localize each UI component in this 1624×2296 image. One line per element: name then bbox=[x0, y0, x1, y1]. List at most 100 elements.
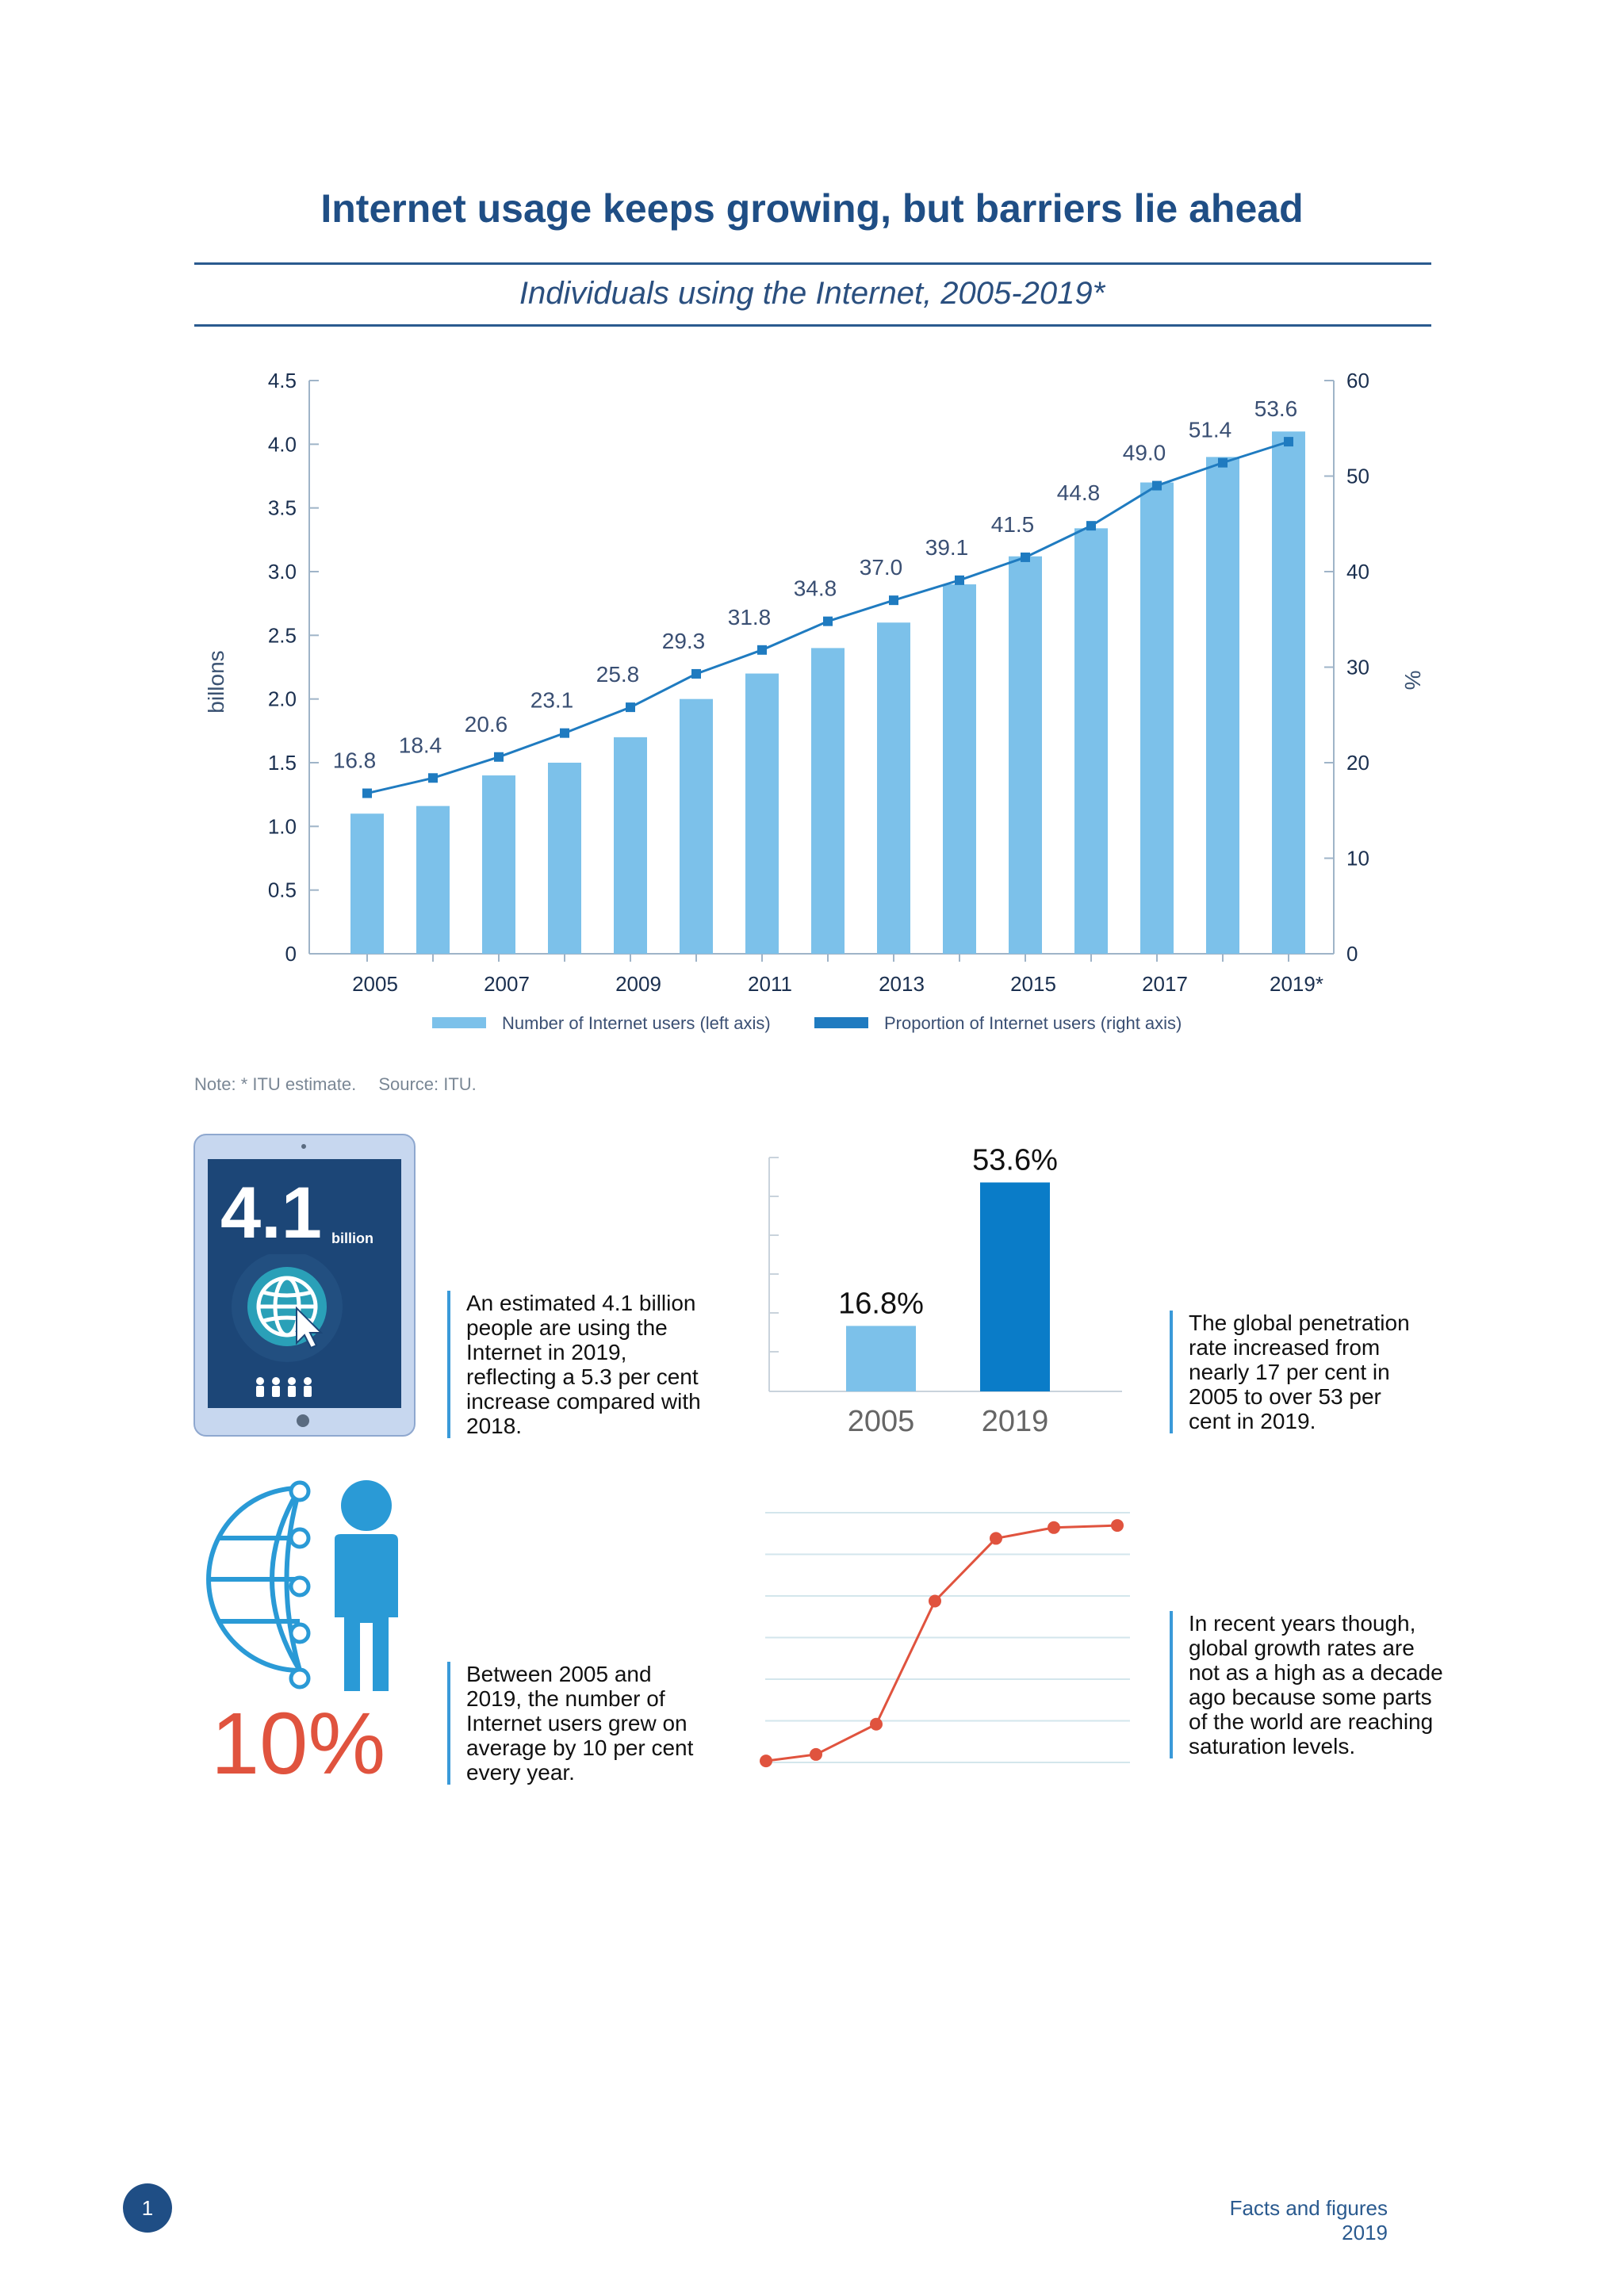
penetration-comparison-chart: 16.8% 2005 53.6% 2019 bbox=[768, 1143, 1122, 1438]
y2-tick-label: 50 bbox=[1346, 465, 1369, 488]
data-label: 16.8 bbox=[333, 748, 377, 773]
line-point bbox=[1048, 1521, 1060, 1534]
bar bbox=[745, 673, 779, 954]
tablet-home-button-icon bbox=[297, 1414, 309, 1427]
bar bbox=[1074, 528, 1108, 954]
line-point bbox=[1111, 1519, 1124, 1533]
growth-rate-chart bbox=[760, 1512, 1130, 1768]
bar bbox=[877, 622, 910, 954]
bar bbox=[1206, 457, 1239, 954]
y2-axis-label: % bbox=[1400, 671, 1425, 691]
growth-percent: 10% bbox=[211, 1695, 386, 1793]
legend-swatch-bar bbox=[432, 1017, 486, 1028]
y2-tick-label: 20 bbox=[1346, 751, 1369, 775]
line-point bbox=[1021, 552, 1030, 562]
y-tick-label: 1.0 bbox=[268, 814, 297, 838]
data-label: 25.8 bbox=[596, 662, 640, 687]
data-label: 16.8% bbox=[838, 1287, 924, 1320]
note-text: Note: * ITU estimate. bbox=[194, 1074, 357, 1094]
legend-swatch-line bbox=[814, 1017, 868, 1028]
line-point bbox=[1218, 457, 1228, 468]
internet-users-chart: 0 0.5 1.0 1.5 2.0 2.5 3.0 3.5 4.0 4.5 0 10 20 30 40 50 6… bbox=[204, 369, 1425, 1033]
line-point bbox=[428, 773, 438, 783]
chart-note: Note: * ITU estimate. Source: ITU. bbox=[194, 1074, 494, 1095]
y-tick-label: 4.5 bbox=[268, 369, 297, 392]
chart-subtitle: Individuals using the Internet, 2005-201… bbox=[519, 276, 1105, 311]
description-saturation: In recent years though, global growth ra… bbox=[1170, 1611, 1450, 1758]
tablet-icon: 4.1 billion bbox=[193, 1134, 416, 1437]
bar bbox=[1272, 431, 1305, 954]
y-tick-label: 4.0 bbox=[268, 432, 297, 456]
line-point bbox=[1152, 480, 1162, 491]
globe-cursor-icon bbox=[232, 1254, 343, 1397]
y2-tick-label: 0 bbox=[1346, 942, 1358, 966]
bar bbox=[1009, 556, 1042, 954]
footer-title: Facts and figures 2019 bbox=[1229, 2196, 1388, 2244]
x-tick-label: 2011 bbox=[748, 972, 792, 996]
x-tick-label: 2005 bbox=[848, 1405, 915, 1438]
line-point bbox=[955, 575, 964, 585]
bar bbox=[548, 763, 581, 954]
bar bbox=[1140, 482, 1174, 954]
bar bbox=[846, 1326, 916, 1391]
bar bbox=[680, 698, 713, 954]
tablet-unit: billion bbox=[331, 1230, 373, 1246]
data-label: 44.8 bbox=[1057, 480, 1101, 505]
bar bbox=[416, 806, 450, 954]
y-tick-label: 3.5 bbox=[268, 496, 297, 520]
y2-tick-label: 10 bbox=[1346, 847, 1369, 871]
data-label: 49.0 bbox=[1123, 441, 1166, 465]
line-point bbox=[823, 616, 833, 626]
globe-person-icon bbox=[206, 1480, 398, 1691]
growth-line bbox=[765, 1524, 1118, 1762]
line-point bbox=[929, 1594, 941, 1608]
bar bbox=[482, 775, 515, 954]
line-point bbox=[560, 728, 569, 738]
x-tick-label: 2015 bbox=[1010, 972, 1056, 996]
bar bbox=[350, 813, 384, 954]
legend-label-line: Proportion of Internet users (right axis… bbox=[884, 1013, 1182, 1033]
line-point bbox=[889, 595, 898, 606]
data-label: 37.0 bbox=[860, 555, 903, 580]
y2-tick-label: 30 bbox=[1346, 656, 1369, 679]
tablet-number: 4.1 bbox=[220, 1173, 322, 1253]
line-point bbox=[1086, 521, 1096, 531]
y2-tick-label: 60 bbox=[1346, 369, 1369, 392]
line-point bbox=[691, 668, 701, 679]
line-point bbox=[494, 752, 504, 762]
title-rule bbox=[194, 262, 1431, 265]
y-tick-label: 3.0 bbox=[268, 560, 297, 584]
line-point bbox=[626, 702, 635, 713]
x-tick-label: 2013 bbox=[879, 972, 925, 996]
bar bbox=[811, 648, 845, 954]
y-tick-label: 0.5 bbox=[268, 878, 297, 902]
data-label: 18.4 bbox=[399, 733, 442, 757]
x-tick-label: 2007 bbox=[484, 972, 530, 996]
data-label: 31.8 bbox=[728, 605, 772, 629]
x-tick-label: 2019 bbox=[982, 1405, 1049, 1438]
subtitle-rule bbox=[194, 324, 1431, 327]
line-point bbox=[1284, 437, 1293, 447]
y-tick-label: 2.5 bbox=[268, 623, 297, 647]
y-axis-label: billons bbox=[204, 650, 228, 713]
data-label: 20.6 bbox=[465, 712, 508, 737]
data-label: 23.1 bbox=[530, 688, 574, 713]
data-label: 53.6 bbox=[1254, 396, 1298, 421]
data-label: 41.5 bbox=[991, 512, 1035, 537]
line-point bbox=[362, 788, 372, 798]
description-growth: Between 2005 and 2019, the number of Int… bbox=[447, 1662, 704, 1785]
description-users: An estimated 4.1 billion people are usin… bbox=[447, 1291, 720, 1438]
line-point bbox=[757, 645, 767, 655]
line-point bbox=[810, 1747, 822, 1761]
tablet-screen: 4.1 billion bbox=[208, 1159, 401, 1408]
y2-tick-label: 40 bbox=[1346, 560, 1369, 584]
page-number: 1 bbox=[123, 2183, 172, 2233]
tablet-camera-icon bbox=[301, 1144, 306, 1149]
line-point bbox=[760, 1755, 772, 1768]
note-source: Source: ITU. bbox=[378, 1074, 477, 1094]
data-label: 34.8 bbox=[794, 576, 837, 601]
line-point bbox=[990, 1532, 1002, 1545]
y-tick-label: 1.5 bbox=[268, 751, 297, 775]
x-tick-label: 2009 bbox=[615, 972, 661, 996]
x-tick-label: 2005 bbox=[352, 972, 398, 996]
